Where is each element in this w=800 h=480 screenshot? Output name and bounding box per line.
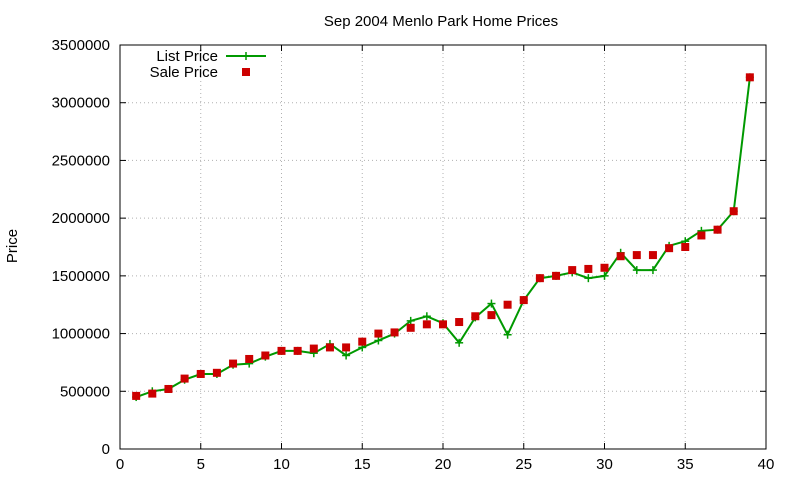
- list-price-point: [632, 266, 641, 275]
- y-tick-label: 500000: [60, 383, 110, 400]
- y-tick-label: 3000000: [52, 95, 110, 112]
- list-price-point: [648, 266, 657, 275]
- x-tick-label: 15: [354, 456, 371, 473]
- sale-price-point: [745, 73, 754, 82]
- y-tick-label: 1500000: [52, 268, 110, 285]
- sale-price-point: [422, 320, 431, 329]
- grid: [120, 45, 766, 449]
- x-tick-label: 25: [515, 456, 532, 473]
- sale-price-point: [665, 244, 674, 253]
- sale-price-point: [439, 320, 447, 329]
- list-price-point: [503, 330, 512, 339]
- list-price-point: [584, 274, 593, 283]
- legend-marker-list-price: [242, 52, 250, 60]
- y-tick-label: 3500000: [52, 37, 110, 54]
- chart-title: Sep 2004 Menlo Park Home Prices: [324, 13, 558, 30]
- sale-price-point: [697, 231, 706, 240]
- list-price-point: [406, 316, 415, 325]
- list-price-point: [487, 299, 496, 308]
- sale-price-point: [681, 243, 690, 251]
- sale-price-point: [713, 225, 722, 234]
- sale-price-point: [584, 264, 593, 273]
- sale-price-point: [148, 389, 157, 398]
- list-price-point: [600, 271, 609, 280]
- list-price-point: [374, 336, 383, 345]
- sale-price-point: [600, 263, 609, 272]
- sale-price-point: [503, 300, 512, 309]
- sale-price-point: [261, 351, 270, 360]
- sale-price-point: [390, 328, 399, 337]
- x-tick-label: 35: [677, 456, 694, 473]
- sale-price-point: [648, 251, 657, 260]
- y-tick-label: 0: [102, 441, 110, 458]
- x-tick-label: 0: [116, 456, 124, 473]
- sale-price-point: [342, 343, 351, 352]
- sale-price-point: [552, 271, 561, 280]
- sale-price-point: [229, 359, 238, 368]
- x-tick-label: 20: [435, 456, 452, 473]
- sale-price-point: [132, 391, 141, 400]
- sale-price-point: [325, 343, 334, 352]
- y-tick-label: 2000000: [52, 210, 110, 227]
- sale-price-point: [164, 384, 173, 393]
- sale-price-point: [309, 344, 318, 353]
- legend-swatch-sale-price: [242, 68, 250, 76]
- y-tick-label: 2500000: [52, 152, 110, 169]
- sale-price-point: [196, 369, 205, 378]
- sale-price-point: [358, 337, 367, 346]
- x-tick-label: 40: [758, 456, 775, 473]
- sale-price-point: [616, 252, 625, 261]
- x-tick-label: 10: [273, 456, 290, 473]
- sale-price-point: [277, 346, 286, 355]
- list-price-point: [455, 338, 464, 347]
- sale-price-point: [455, 318, 464, 327]
- sale-price-point: [245, 354, 254, 363]
- sale-price-point: [180, 374, 189, 383]
- sale-price-point: [632, 251, 641, 260]
- sale-price-point: [374, 329, 383, 338]
- ticks: 0 5 10 15 20 25 30 35 40 0 500000 1000000 1500000 200…: [52, 37, 775, 473]
- sale-price-point: [471, 312, 480, 321]
- sale-price-point: [293, 346, 302, 355]
- sale-price-point: [406, 323, 415, 332]
- legend-label-list-price: List Price: [156, 48, 218, 65]
- list-price-point: [422, 312, 431, 321]
- series-layer: [132, 73, 754, 402]
- x-tick-label: 5: [197, 456, 205, 473]
- sale-price-point: [212, 368, 221, 377]
- sale-price-point: [535, 274, 544, 283]
- sale-price-point: [568, 266, 577, 275]
- sale-price-point: [487, 311, 496, 320]
- sale-price-point: [729, 207, 738, 216]
- y-axis-label: Price: [4, 229, 21, 263]
- list-price-point: [342, 351, 351, 360]
- x-tick-label: 30: [596, 456, 613, 473]
- y-tick-label: 1000000: [52, 326, 110, 343]
- sale-price-point: [519, 296, 528, 305]
- legend-label-sale-price: Sale Price: [150, 64, 218, 81]
